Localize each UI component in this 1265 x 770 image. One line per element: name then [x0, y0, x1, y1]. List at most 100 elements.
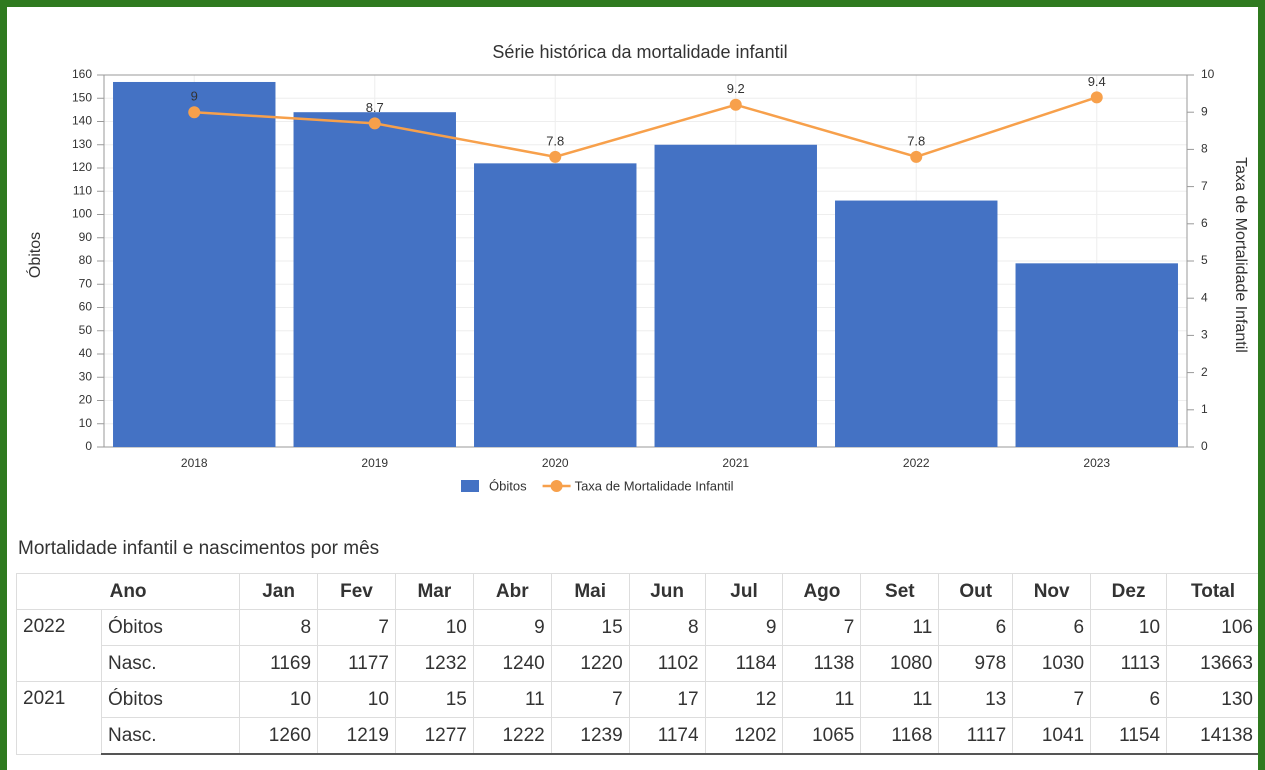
data-label: 7.8 [907, 133, 925, 148]
y-tick-label: 30 [79, 369, 93, 383]
y-tick-label: 60 [79, 300, 93, 314]
row: Nasc. 1169 1177 1232 1240 1220 1102 1184 1138 108… [17, 645, 1258, 682]
x-tick-label: 2020 [542, 456, 569, 470]
legend-label: Óbitos [489, 478, 527, 493]
table-cell: 1239 [550, 717, 630, 755]
y-tick-label: 40 [79, 346, 93, 360]
table: Ano Jan Fev Mar Abr Mai Jun Jul Ago Set Out Nov Dez T… [15, 573, 1258, 755]
table-cell: Óbitos [100, 681, 241, 718]
table-cell: 1065 [782, 717, 862, 755]
row: Nasc. 1260 1219 1277 1222 1239 1174 1202 1065 116… [17, 717, 1258, 755]
legend: Óbitos Taxa de Mortalidade Infantil [461, 478, 734, 493]
data-label: 9 [191, 89, 198, 104]
table-cell: 8 [628, 609, 706, 646]
table-cell: Dez [1090, 573, 1168, 610]
table-cell: 1220 [550, 645, 630, 682]
table-cell: Mar [394, 573, 474, 610]
table-cell: 1177 [317, 645, 396, 682]
table-cell: Out [938, 573, 1014, 610]
table-cell: 1277 [394, 717, 474, 755]
table-cell: 978 [938, 645, 1014, 682]
x-tick-label: 2019 [361, 456, 388, 470]
header-row: Ano Jan Fev Mar Abr Mai Jun Jul Ago Set Out Nov Dez T… [15, 573, 1258, 610]
data-label: 7.8 [546, 133, 564, 148]
table-cell: Jun [628, 573, 706, 610]
y2-tick-label: 10 [1201, 67, 1215, 81]
table-cell: 17 [628, 681, 706, 718]
x-tick-label: 2022 [903, 456, 930, 470]
table-cell: 1117 [938, 717, 1014, 755]
table-cell: 1222 [472, 717, 552, 755]
y2-tick-label: 0 [1201, 439, 1208, 453]
y-tick-label: 150 [72, 90, 92, 104]
table-cell: 10 [239, 681, 319, 718]
table-cell: 7 [317, 609, 396, 646]
y-tick-label: 110 [73, 183, 92, 197]
bar [474, 163, 637, 447]
row: 2022 Óbitos 8 7 10 9 15 8 9 7 11 6 6 10 106 [16, 609, 1258, 682]
data-label: 9.4 [1088, 74, 1106, 89]
table-cell: 130 [1166, 681, 1258, 718]
bar [1015, 263, 1178, 447]
table-cell: 1113 [1090, 645, 1168, 682]
y-tick-label: 100 [72, 207, 92, 221]
table-cell: 11 [472, 681, 552, 718]
table-cell: 11 [860, 681, 940, 718]
table-cell: 6 [1012, 609, 1092, 646]
y-tick-label: 20 [79, 393, 93, 407]
x-tick-label: 2023 [1083, 456, 1110, 470]
y2-axis-label: Taxa de Mortalidade Infantil [1232, 157, 1249, 353]
y2-tick-label: 5 [1201, 253, 1208, 267]
table-cell: 1219 [317, 717, 396, 755]
table-cell: 9 [704, 609, 784, 646]
bar [835, 200, 998, 447]
table-cell: 2021 [16, 681, 102, 755]
table-cell: 13 [938, 681, 1014, 718]
table-cell: 2022 [16, 609, 102, 682]
table-cell: 13663 [1166, 645, 1258, 682]
table-cell: 1168 [860, 717, 940, 755]
row: 2021 Óbitos 10 10 15 11 7 17 12 11 11 13 7 6 130 [16, 681, 1258, 755]
y2-tick-label: 6 [1201, 216, 1208, 230]
table-cell: 1080 [860, 645, 940, 682]
legend-swatch [461, 480, 479, 492]
table-cell: Nasc. [100, 717, 241, 755]
table-cell: Set [860, 573, 940, 610]
y-tick-label: 70 [79, 276, 93, 290]
table-cell: 6 [1090, 681, 1168, 718]
y2-tick-label: 7 [1201, 179, 1208, 193]
table-cell: Abr [472, 573, 552, 610]
table-cell: 1232 [394, 645, 474, 682]
y2-tick-label: 3 [1201, 328, 1208, 342]
plot-frame [103, 74, 1188, 448]
line [194, 96, 1098, 159]
table-cell: Nasc. [100, 645, 241, 682]
x-tick-label: 2018 [181, 456, 208, 470]
table-cell: Óbitos [100, 609, 241, 646]
point [1090, 91, 1103, 104]
table-cell: 11 [860, 609, 940, 646]
table-cell: 1202 [704, 717, 784, 755]
y-tick-label: 160 [72, 67, 92, 81]
chart-title: Série histórica da mortalidade infantil [492, 42, 787, 62]
bar [293, 112, 456, 447]
bar [113, 81, 276, 447]
point [729, 98, 742, 111]
table-cell: 10 [317, 681, 396, 718]
table-cell: 1102 [628, 645, 706, 682]
y2-tick-label: 4 [1201, 290, 1208, 304]
table-cell: 1174 [628, 717, 706, 755]
data-label: 8.7 [366, 100, 384, 115]
y-tick-label: 130 [72, 137, 92, 151]
table-cell: 15 [394, 681, 474, 718]
bar [654, 144, 817, 447]
table-cell: 15 [550, 609, 630, 646]
y-axis-label: Óbitos [25, 232, 44, 278]
table-cell: 7 [782, 609, 862, 646]
y-tick-label: 80 [79, 253, 93, 267]
point [910, 150, 923, 163]
y-tick-label: 10 [79, 416, 93, 430]
table-cell: 9 [472, 609, 552, 646]
y-tick-label: 50 [79, 323, 93, 337]
